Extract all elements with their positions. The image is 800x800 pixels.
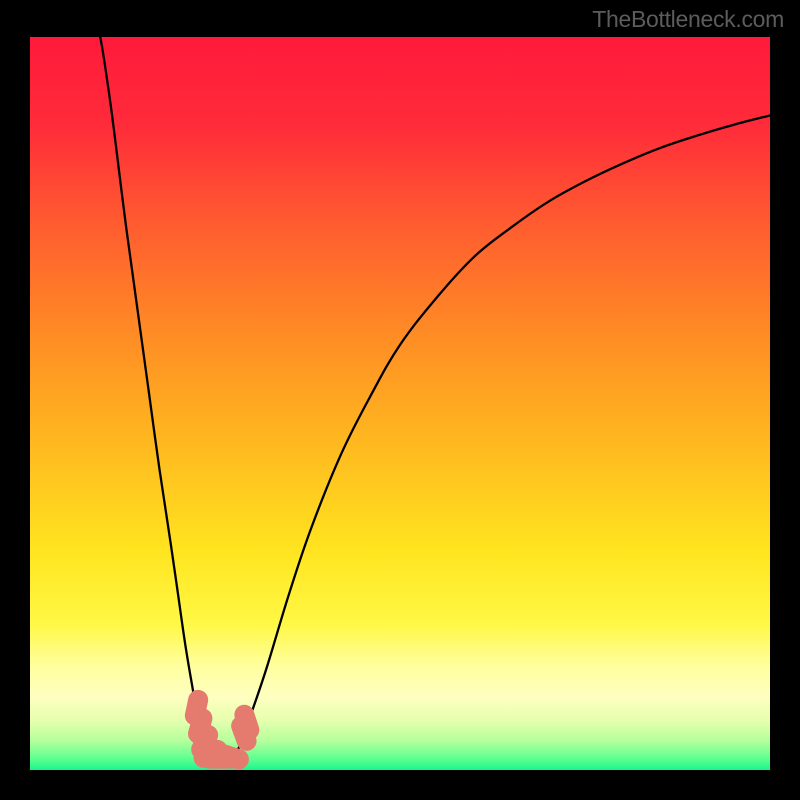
figure-container: TheBottleneck.com (0, 0, 800, 800)
attribution-text: TheBottleneck.com (592, 6, 784, 33)
bottleneck-curve-plot (30, 37, 770, 770)
gradient-background (30, 37, 770, 770)
